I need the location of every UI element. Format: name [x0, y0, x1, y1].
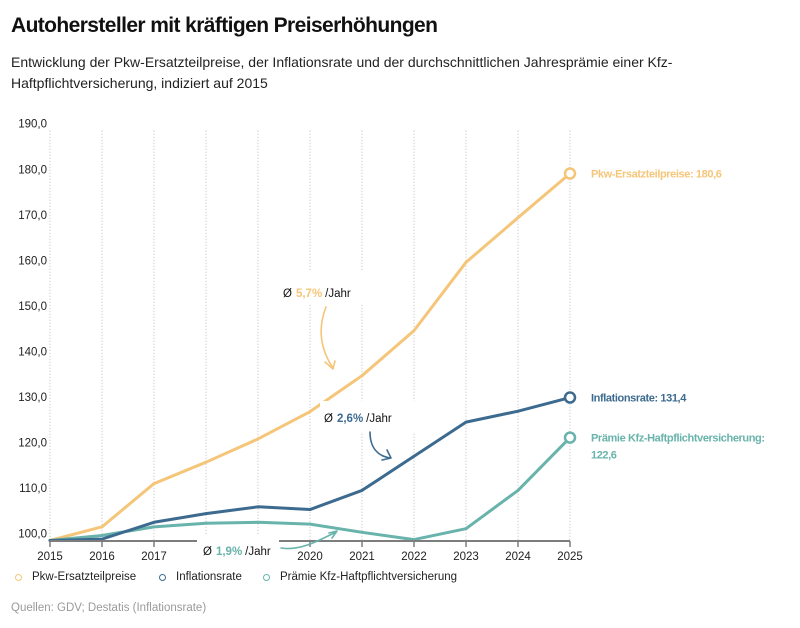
y-axis-labels: 100,0 110,0 120,0 130,0 140,0 150,0 160,0 170,0…: [18, 119, 47, 541]
average-symbol: Ø: [203, 546, 212, 558]
annotation-avg-growth: Ø 5,7%/Jahr: [276, 270, 369, 370]
end-label-praemie: Prämie Kfz-Haftpflichtversicherung:: [591, 433, 765, 445]
curved-arrow-icon: [369, 431, 391, 459]
chart-subtitle: Entwicklung der Pkw-Ersatzteilpreise, de…: [11, 54, 673, 91]
annotation-text: Ø 5,7%/Jahr: [283, 288, 351, 300]
legend-label: Prämie Kfz-Haftpflichtversicherung: [280, 571, 458, 583]
annotation-background: [320, 401, 418, 433]
gridlines: [49, 130, 571, 541]
annotation-text: Ø 2,6%/Jahr: [324, 413, 392, 425]
annotation-avg-growth: Ø 2,6%/Jahr: [320, 401, 418, 461]
x-tick-label: 2020: [297, 551, 323, 563]
annotation-value: 1,9%: [216, 546, 242, 558]
data-point: [152, 482, 156, 485]
legend-circle-icon: [15, 573, 22, 581]
end-label-inflation: Inflationsrate: 131,4: [591, 393, 687, 405]
annotation-suffix: /Jahr: [325, 288, 351, 300]
legend-label: Pkw-Ersatzteilpreise: [32, 571, 137, 583]
end-labels: Pkw-Ersatzteilpreise: 180,6 Inflationsrat…: [563, 167, 765, 462]
end-marker-inflation: [563, 391, 577, 404]
y-tick-label: 130,0: [18, 392, 47, 404]
y-tick-label: 120,0: [18, 437, 47, 449]
x-tick-label: 2015: [37, 551, 63, 563]
data-point: [360, 374, 364, 378]
y-tick-label: 190,0: [18, 119, 47, 131]
data-point: [100, 525, 104, 529]
x-tick-label: 2021: [349, 551, 375, 563]
annotation-suffix: /Jahr: [366, 413, 392, 425]
data-point: [464, 527, 468, 531]
end-label-praemie: 122,6: [591, 450, 617, 462]
data-point: [516, 489, 520, 492]
annotation-avg-growth: Ø 1,9%/Jahr: [197, 530, 338, 566]
data-point: [308, 410, 312, 414]
data-point: [152, 520, 156, 524]
data-point: [256, 520, 260, 524]
y-tick-label: 160,0: [18, 255, 47, 267]
x-tick-label: 2017: [141, 551, 167, 563]
annotation-background: [197, 535, 279, 566]
x-tick-label: 2024: [505, 551, 531, 563]
curved-arrow-icon: [280, 531, 337, 550]
data-point: [360, 489, 364, 492]
data-point: [464, 420, 468, 424]
legend: Pkw-Ersatzteilpreise Inflationsrate Präm…: [0, 569, 800, 585]
x-tick-label: 2016: [89, 551, 115, 563]
source-note: Quellen: GDV; Destatis (Inflationsrate): [11, 602, 207, 614]
end-label-pkw: Pkw-Ersatzteilpreise: 180,6: [591, 169, 722, 181]
data-point: [308, 508, 312, 511]
arrowhead-icon: [381, 449, 392, 461]
arrowhead-icon: [324, 360, 336, 370]
y-tick-label: 100,0: [18, 529, 47, 541]
x-tick-label: 2025: [557, 551, 583, 563]
legend-item-praemie: Prämie Kfz-Haftpflichtversicherung: [263, 569, 457, 585]
annotation-text: Ø 1,9%/Jahr: [203, 546, 271, 558]
data-point: [256, 437, 260, 441]
data-point: [412, 454, 416, 458]
x-tick-label: 2023: [453, 551, 479, 563]
average-symbol: Ø: [283, 288, 292, 300]
data-point: [256, 505, 260, 509]
data-point: [152, 525, 156, 529]
data-point: [100, 534, 104, 537]
end-marker-praemie: [563, 431, 577, 444]
data-point: [204, 512, 208, 516]
legend-circle-icon: [159, 573, 166, 581]
y-tick-label: 180,0: [18, 164, 47, 176]
data-point: [308, 522, 312, 526]
chart-title: Autohersteller mit kräftigen Preiserhöhu…: [11, 14, 438, 37]
curved-arrow-icon: [320, 306, 334, 369]
y-tick-label: 170,0: [18, 210, 47, 222]
y-tick-label: 150,0: [18, 301, 47, 313]
series-inflation: [48, 396, 572, 542]
data-point: [204, 521, 208, 525]
average-symbol: Ø: [324, 413, 333, 425]
legend-circle-icon: [263, 573, 270, 581]
end-marker-pkw: [563, 167, 577, 180]
annotation-suffix: /Jahr: [245, 546, 271, 558]
data-point: [516, 216, 520, 220]
series-praemie: [48, 436, 572, 542]
legend-label: Inflationsrate: [176, 571, 242, 583]
annotation-background: [276, 270, 369, 304]
data-point: [516, 409, 520, 413]
x-tick-label: 2022: [401, 551, 427, 563]
data-point: [360, 530, 364, 534]
annotation-value: 5,7%: [296, 288, 322, 300]
legend-item-pkw: Pkw-Ersatzteilpreise: [15, 569, 136, 585]
y-tick-label: 140,0: [18, 346, 47, 358]
annotation-value: 2,6%: [337, 413, 363, 425]
data-point: [412, 329, 416, 333]
arrowhead-icon: [328, 530, 338, 539]
data-point: [204, 460, 208, 464]
data-point: [464, 260, 468, 264]
legend-item-inflation: Inflationsrate: [159, 569, 242, 585]
data-point: [100, 537, 104, 541]
y-tick-label: 110,0: [19, 483, 47, 495]
